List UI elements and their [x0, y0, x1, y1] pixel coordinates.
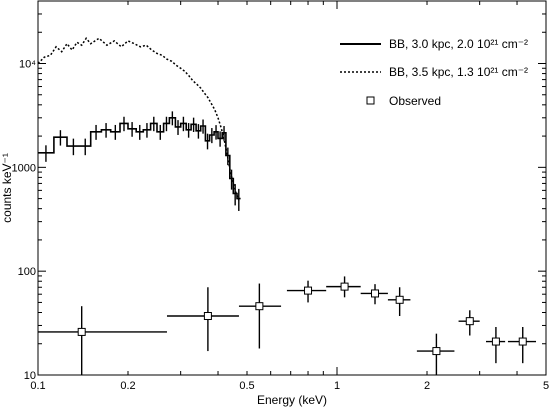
observed-point [432, 347, 441, 356]
observed-point [465, 317, 474, 326]
legend-swatch-series-3 [366, 96, 375, 105]
x-tick-label: 5 [543, 380, 549, 392]
axis-ticks [37, 0, 547, 376]
y-tick-label: 100 [18, 266, 36, 278]
legend: BB, 3.0 kpc, 2.0 10²¹ cm⁻² BB, 3.5 kpc, … [340, 37, 528, 108]
y-tick-label: 1000 [12, 162, 36, 174]
y-tick-labels: 10 100 1000 10⁴ [12, 59, 37, 382]
x-tick-labels: 0.1 0.2 0.5 1 2 5 [30, 380, 549, 392]
observed-point [340, 282, 349, 291]
series-2-dotted-line [37, 37, 240, 201]
series-layer [37, 37, 537, 375]
observed-point [203, 312, 212, 321]
x-axis-label: Energy (keV) [257, 393, 327, 407]
y-axis-label: counts keV⁻¹ [0, 153, 14, 223]
plot-frame [37, 0, 547, 376]
observed-point [518, 337, 527, 346]
x-tick-label: 0.1 [30, 380, 45, 392]
observed-point [491, 337, 500, 346]
observed-point [304, 286, 313, 295]
observed-point [371, 289, 380, 298]
legend-label-series-3: Observed [389, 94, 441, 108]
x-tick-label: 2 [424, 380, 430, 392]
x-tick-label: 0.2 [120, 380, 135, 392]
legend-label-series-2: BB, 3.5 kpc, 1.3 10²¹ cm⁻² [389, 65, 528, 79]
observed-point [395, 295, 404, 304]
observed-point [77, 327, 86, 336]
y-tick-label: 10 [24, 370, 36, 382]
x-tick-label: 1 [334, 380, 340, 392]
x-tick-label: 0.5 [239, 380, 254, 392]
y-tick-label: 10⁴ [19, 59, 36, 71]
series-1-step-line [38, 117, 241, 200]
legend-label-series-1: BB, 3.0 kpc, 2.0 10²¹ cm⁻² [389, 37, 528, 51]
observed-point [255, 302, 264, 311]
